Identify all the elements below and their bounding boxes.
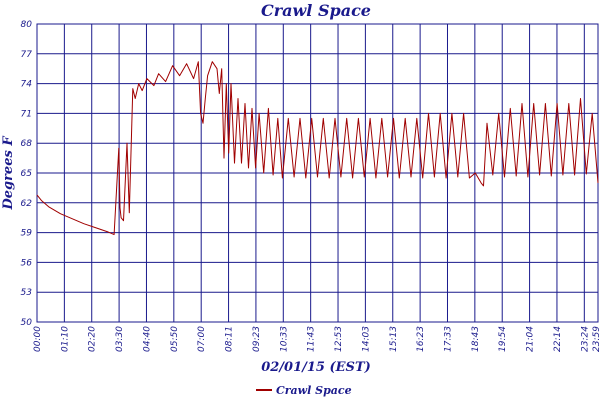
- x-tick-label: 17:33: [443, 326, 453, 352]
- plot-frame: [36, 23, 599, 323]
- y-tick-label: 65: [21, 169, 33, 179]
- y-tick-label: 50: [21, 318, 33, 328]
- x-tick-label: 09:23: [252, 326, 262, 352]
- x-tick-label: 05:50: [170, 326, 180, 352]
- y-tick-label: 53: [21, 288, 33, 298]
- x-tick-label: 19:54: [498, 326, 508, 352]
- y-tick-label: 77: [21, 50, 33, 60]
- y-tick-label: 62: [21, 199, 33, 209]
- x-tick-label: 12:53: [334, 326, 344, 352]
- y-tick-label: 80: [21, 20, 33, 30]
- x-tick-label: 11:43: [307, 326, 317, 352]
- y-axis-label: Degrees F: [1, 136, 16, 211]
- x-tick-label: 01:10: [60, 326, 70, 352]
- x-tick-label: 07:00: [197, 326, 207, 352]
- x-tick-label: 18:43: [471, 326, 481, 352]
- x-tick-label: 15:13: [389, 326, 399, 352]
- x-tick-label: 04:40: [142, 326, 152, 352]
- series-layer: [36, 61, 599, 236]
- x-tick-label: 10:33: [279, 326, 289, 352]
- series-line-crawl-space: [36, 61, 599, 236]
- x-tick-label: 02:20: [88, 326, 98, 352]
- y-tick-label: 68: [21, 139, 33, 149]
- x-tick-label: 22:14: [553, 326, 563, 352]
- x-tick-label: 21:04: [526, 326, 536, 352]
- x-tick-label: 03:30: [115, 326, 125, 352]
- legend-label: Crawl Space: [276, 384, 352, 397]
- x-tick-label: 08:11: [225, 326, 235, 352]
- chart-title: Crawl Space: [261, 1, 371, 20]
- legend: Crawl Space: [256, 384, 352, 397]
- y-tick-label: 71: [21, 109, 32, 119]
- x-tick-label: 23:24: [580, 326, 590, 352]
- x-tick-label: 14:03: [361, 326, 371, 352]
- y-tick-label: 56: [21, 258, 33, 268]
- y-tick-label: 74: [21, 80, 33, 90]
- x-tick-label: 16:23: [416, 326, 426, 352]
- y-tick-label: 59: [21, 229, 33, 239]
- y-tick-labels: 80 77 74 71 68 65 62 59 56 53 50: [21, 20, 33, 328]
- x-axis-label: 02/01/15 (EST): [261, 360, 371, 375]
- x-tick-label: 23:59: [592, 326, 600, 352]
- x-tick-label: 00:00: [33, 326, 43, 352]
- x-tick-labels: 00:00 01:10 02:20 03:30 04:40 05:50 07:00 08:11…: [33, 326, 600, 352]
